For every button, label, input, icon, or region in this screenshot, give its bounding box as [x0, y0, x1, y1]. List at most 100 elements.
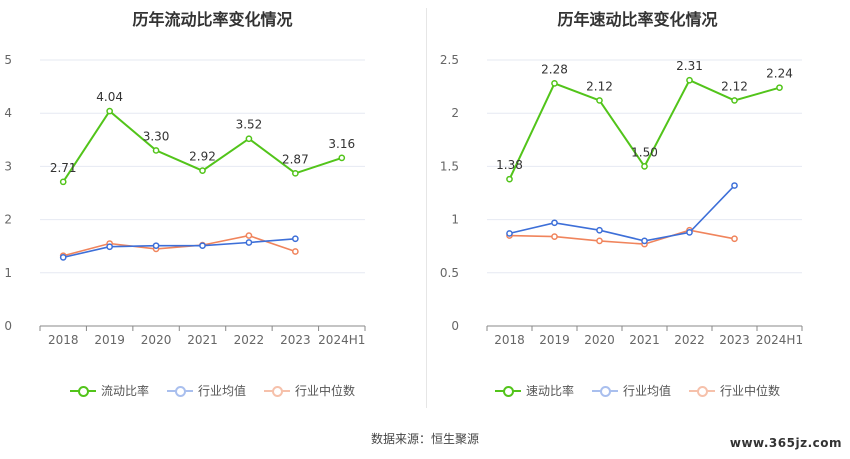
y-tick-label: 2.5 — [440, 53, 459, 67]
y-tick-label: 4 — [4, 106, 12, 120]
legend-item-industry-median[interactable]: 行业中位数 — [264, 382, 355, 399]
y-tick-label: 1 — [451, 213, 459, 227]
y-tick-label: 0.5 — [440, 266, 459, 280]
y-tick-label: 1 — [4, 266, 12, 280]
data-point — [245, 239, 253, 246]
legend-label: 行业中位数 — [295, 384, 356, 398]
data-label: 2.28 — [541, 62, 568, 76]
legend-item-quick-ratio[interactable]: 速动比率 — [494, 382, 574, 399]
data-label: 2.31 — [676, 59, 703, 73]
data-point — [59, 254, 67, 261]
data-point — [106, 107, 113, 115]
current-ratio-plot: 0 1 2 3 4 5 2018 2019 2020 2021 2022 2023 2024H1 2.71… — [4, 53, 366, 347]
data-point — [245, 232, 253, 239]
x-tick-label: 2018 — [494, 333, 525, 347]
chart-legend: 流动比率 行业均值 行业中位数 — [0, 382, 425, 399]
data-point — [731, 182, 738, 189]
data-point — [641, 163, 648, 170]
x-tick-label: 2022 — [674, 333, 705, 347]
chart-title: 历年速动比率变化情况 — [557, 10, 718, 29]
chart-legend: 速动比率 行业均值 行业中位数 — [425, 382, 850, 399]
quick-ratio-chart: 历年速动比率变化情况 0 0.5 1 1.5 2 2.5 2018 2019 2020 2021 2… — [425, 0, 850, 400]
x-tick-label: 2024H1 — [318, 333, 365, 347]
x-tick-label: 2023 — [719, 333, 750, 347]
chart-title: 历年流动比率变化情况 — [132, 10, 293, 29]
legend-line-icon — [591, 384, 618, 398]
legend-line-icon — [166, 384, 193, 398]
data-point — [292, 248, 299, 255]
x-tick-label: 2021 — [187, 333, 218, 347]
legend-item-industry-median[interactable]: 行业中位数 — [689, 382, 780, 399]
data-point — [596, 97, 603, 104]
data-point — [596, 237, 603, 245]
series-line — [509, 229, 735, 245]
data-label: 1.38 — [496, 158, 523, 172]
chart-divider — [426, 8, 427, 408]
x-tick-label: 2021 — [629, 333, 660, 347]
data-point — [106, 243, 113, 251]
data-label: 2.87 — [282, 152, 309, 166]
quick-ratio-plot: 0 0.5 1 1.5 2 2.5 2018 2019 2020 2021 2022 2023 2024… — [440, 53, 803, 347]
data-point — [776, 84, 783, 92]
data-point — [506, 230, 513, 237]
x-tick-label: 2019 — [94, 333, 125, 347]
data-point — [596, 226, 603, 234]
data-point — [59, 178, 67, 186]
data-point — [551, 219, 558, 227]
series-line — [509, 185, 736, 242]
data-label: 2.24 — [766, 67, 793, 81]
y-tick-label: 2 — [451, 106, 459, 120]
legend-item-current-ratio[interactable]: 流动比率 — [69, 382, 149, 399]
x-tick-label: 2019 — [539, 333, 570, 347]
legend-label: 行业均值 — [197, 384, 246, 398]
data-point — [245, 135, 253, 143]
legend-label: 流动比率 — [100, 384, 149, 398]
data-point — [641, 237, 648, 245]
legend-line-icon — [264, 384, 290, 398]
series-line — [62, 234, 296, 257]
y-tick-label: 5 — [4, 53, 12, 67]
legend-label: 行业中位数 — [720, 384, 781, 398]
data-point — [686, 229, 693, 236]
data-label: 3.30 — [143, 129, 170, 143]
data-label: 2.92 — [189, 150, 216, 164]
legend-item-industry-mean[interactable]: 行业均值 — [166, 382, 246, 399]
data-label: 4.04 — [96, 90, 123, 104]
series-line — [63, 238, 296, 259]
data-point — [551, 80, 558, 87]
legend-item-industry-mean[interactable]: 行业均值 — [591, 382, 671, 399]
data-point — [551, 233, 558, 240]
legend-line-icon — [494, 384, 521, 398]
data-label: 3.16 — [328, 137, 355, 151]
legend-label: 行业均值 — [622, 384, 671, 398]
data-point — [292, 235, 299, 243]
data-point — [686, 76, 693, 84]
x-tick-label: 2018 — [48, 333, 79, 347]
data-point — [731, 235, 738, 243]
y-tick-label: 3 — [4, 159, 12, 173]
x-tick-label: 2022 — [234, 333, 265, 347]
data-point — [731, 97, 738, 104]
data-point — [506, 175, 513, 183]
x-tick-label: 2020 — [141, 333, 172, 347]
data-point — [152, 147, 160, 154]
data-label: 2.71 — [50, 161, 77, 175]
data-point — [199, 242, 206, 250]
data-point — [199, 167, 206, 175]
y-tick-label: 2 — [4, 213, 12, 227]
y-tick-label: 0 — [451, 319, 459, 333]
current-ratio-chart: 历年流动比率变化情况 0 1 2 3 4 5 2018 2019 2020 2021 2022 202… — [0, 0, 425, 400]
data-point — [152, 242, 160, 250]
data-label: 2.12 — [586, 79, 613, 93]
data-label: 3.52 — [236, 118, 263, 132]
x-tick-label: 2020 — [584, 333, 615, 347]
y-tick-label: 1.5 — [440, 159, 459, 173]
x-tick-label: 2024H1 — [756, 333, 803, 347]
data-point — [338, 154, 346, 162]
watermark: www.365jz.com — [729, 436, 842, 450]
data-label: 2.12 — [721, 79, 748, 93]
x-tick-label: 2023 — [280, 333, 311, 347]
data-point — [292, 169, 299, 177]
y-tick-label: 0 — [4, 319, 12, 333]
legend-label: 速动比率 — [525, 384, 574, 398]
